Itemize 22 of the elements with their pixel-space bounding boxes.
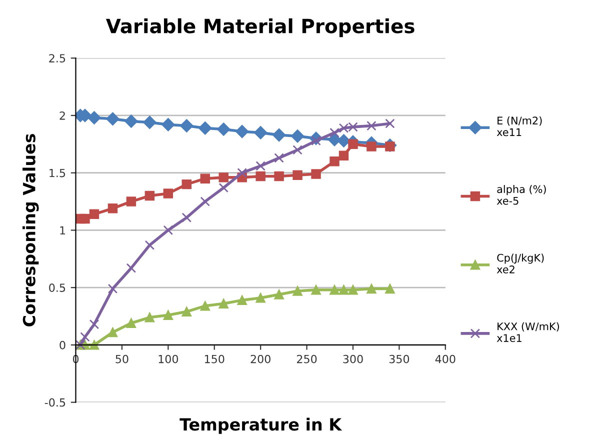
x-tick-label: 50 (116, 354, 128, 364)
x-tick-label: 350 (389, 354, 410, 364)
y-tick-label: 2 (60, 111, 65, 120)
x-tick-label: 150 (204, 354, 224, 364)
x-axis-title: Temperature in K (180, 418, 342, 434)
y-tick-label: 1 (60, 226, 65, 234)
legend-label: alpha (%) xe-5 (496, 185, 546, 205)
chart-title: Variable Material Properties (106, 18, 414, 38)
y-tick-label: 0 (60, 340, 66, 350)
x-tick-label: 300 (343, 354, 363, 364)
y-tick-label: 2.5 (49, 54, 66, 62)
y-axis-title: Corresponing Values (22, 134, 39, 326)
x-tick-label: 400 (435, 354, 456, 364)
legend-label: E (N/m2) xe11 (496, 116, 542, 136)
x-tick-label: 200 (250, 354, 270, 364)
legend-label: Cp(J/kgK) xe2 (496, 254, 544, 274)
legend-label: KXX (W/mK) x1e1 (496, 322, 559, 342)
x-tick-label: 250 (297, 354, 317, 364)
y-tick-label: 0.5 (49, 284, 66, 292)
x-tick-label: 100 (158, 354, 178, 364)
y-tick-label: 1.5 (50, 168, 66, 178)
y-tick-label: -0.5 (44, 398, 66, 407)
